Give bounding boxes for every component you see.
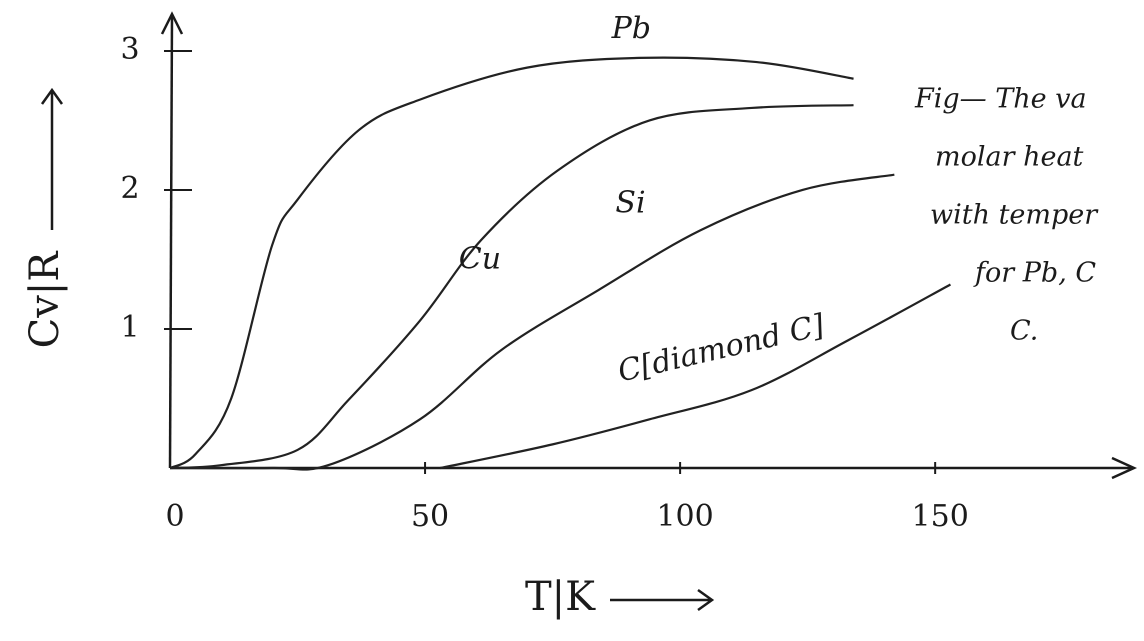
series-line bbox=[170, 105, 854, 468]
x-tick-label: 150 bbox=[912, 499, 969, 534]
x-tick-label: 50 bbox=[411, 499, 449, 534]
chart: T|K Cv|R Fig— The va molar heat with tempe… bbox=[0, 0, 1144, 641]
x-title-arrow bbox=[610, 590, 712, 610]
annotation-line: molar heat bbox=[935, 142, 1084, 173]
series-label: Cu bbox=[459, 242, 501, 277]
y-title-arrow bbox=[42, 90, 62, 230]
x-axis-title: T|K bbox=[525, 574, 596, 620]
series-label: Pb bbox=[611, 11, 651, 46]
page: {"chart_data": { "type": "line", "x_labe… bbox=[0, 0, 1144, 641]
y-tick-label: 3 bbox=[120, 32, 139, 67]
series-label: Si bbox=[615, 185, 645, 220]
annotation-line: C. bbox=[1010, 316, 1038, 347]
series-line bbox=[440, 284, 950, 468]
annotation-line: Fig— The va bbox=[914, 84, 1087, 115]
annotation-line: for Pb, C bbox=[973, 258, 1096, 289]
x-tick-label: 0 bbox=[165, 499, 184, 534]
y-tick-label: 1 bbox=[120, 310, 139, 345]
series-line bbox=[170, 58, 854, 468]
annotation-line: with temper bbox=[930, 200, 1099, 231]
annotation: Fig— The va molar heat with temper for Pb, … bbox=[914, 84, 1099, 347]
y-axis-title: Cv|R bbox=[22, 250, 68, 349]
y-tick-label: 2 bbox=[120, 171, 139, 206]
y-axis bbox=[170, 14, 172, 468]
series-label: C[diamond C] bbox=[615, 308, 828, 390]
x-tick-label: 100 bbox=[656, 499, 713, 534]
